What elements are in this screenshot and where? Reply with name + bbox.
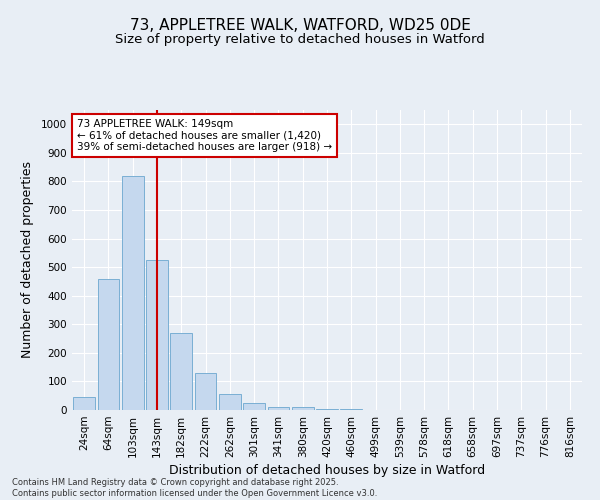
Bar	[122, 176, 143, 410]
Text: 73 APPLETREE WALK: 149sqm
← 61% of detached houses are smaller (1,420)
39% of se: 73 APPLETREE WALK: 149sqm ← 61% of detac…	[77, 119, 332, 152]
Bar	[268, 407, 289, 410]
Bar	[194, 373, 217, 410]
Bar	[292, 407, 314, 410]
Bar	[73, 397, 95, 410]
Bar	[97, 278, 119, 410]
Bar	[146, 260, 168, 410]
Bar	[219, 394, 241, 410]
Bar	[243, 403, 265, 410]
Y-axis label: Number of detached properties: Number of detached properties	[21, 162, 34, 358]
X-axis label: Distribution of detached houses by size in Watford: Distribution of detached houses by size …	[169, 464, 485, 477]
Text: 73, APPLETREE WALK, WATFORD, WD25 0DE: 73, APPLETREE WALK, WATFORD, WD25 0DE	[130, 18, 470, 32]
Bar	[170, 333, 192, 410]
Text: Size of property relative to detached houses in Watford: Size of property relative to detached ho…	[115, 32, 485, 46]
Text: Contains HM Land Registry data © Crown copyright and database right 2025.
Contai: Contains HM Land Registry data © Crown c…	[12, 478, 377, 498]
